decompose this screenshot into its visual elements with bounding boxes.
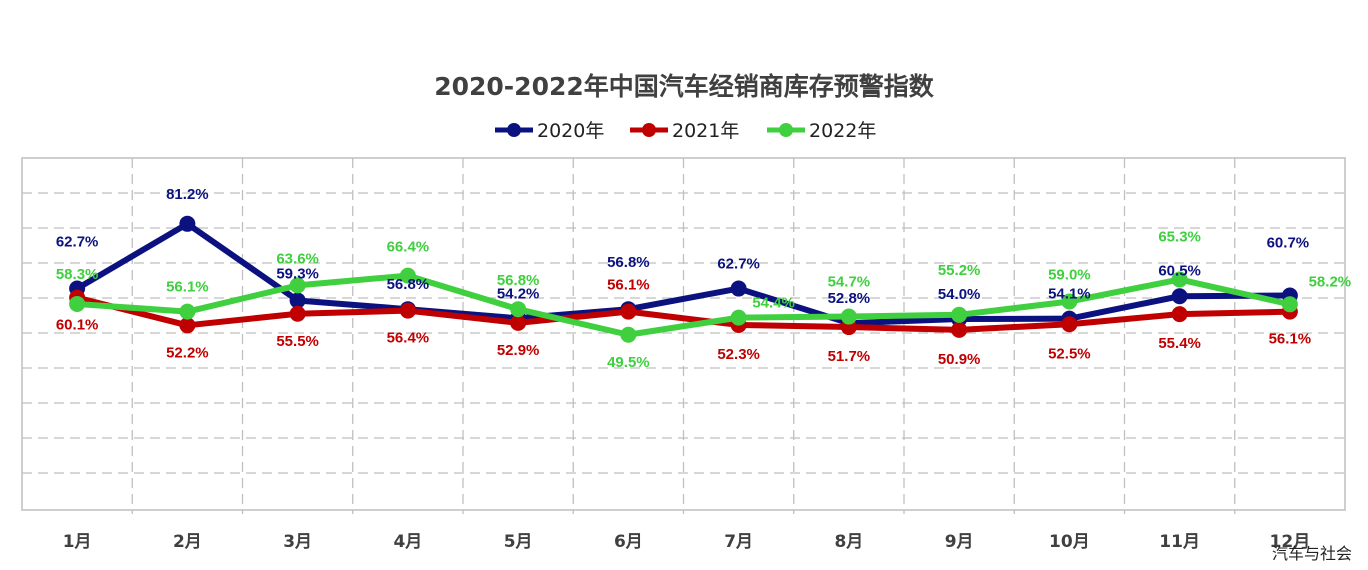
data-labels: 62.7%81.2%59.3%56.8%54.2%56.8% 62.7%52.8%… [56, 186, 1351, 371]
legend-marker-2 [779, 123, 793, 137]
legend-marker-0 [507, 123, 521, 137]
data-label-1: 52.3% [717, 346, 760, 363]
data-label-1: 52.5% [1048, 345, 1091, 362]
data-point-2 [179, 303, 196, 320]
grid [21, 157, 1346, 514]
data-point-0 [179, 215, 196, 232]
data-label-0: 59.3% [276, 265, 319, 282]
data-label-1: 52.9% [497, 342, 540, 359]
data-label-2: 54.4% [752, 295, 795, 312]
x-tick-label: 7月 [724, 532, 753, 552]
data-point-2 [1061, 293, 1078, 310]
data-label-2: 59.0% [1048, 267, 1091, 284]
data-label-1: 56.4% [387, 330, 430, 347]
legend: 2020年 2021年 2022年 [495, 120, 876, 142]
data-label-0: 62.7% [56, 234, 99, 251]
data-label-2: 58.3% [56, 266, 99, 283]
data-point-2 [510, 301, 527, 318]
data-point-2 [951, 306, 968, 323]
x-tick-label: 2月 [173, 532, 202, 552]
data-point-2 [1281, 296, 1298, 313]
data-point-1 [179, 317, 196, 334]
data-label-0: 62.7% [717, 256, 760, 273]
data-label-2: 63.6% [276, 250, 319, 267]
data-point-1 [1061, 316, 1078, 333]
data-label-1: 56.1% [1269, 331, 1312, 348]
legend-label-1: 2021年 [672, 120, 739, 142]
x-tick-label: 10月 [1049, 532, 1090, 552]
data-label-2: 56.8% [497, 272, 540, 289]
x-tick-label: 12月 [1270, 532, 1311, 552]
data-label-1: 52.2% [166, 344, 209, 361]
series-group [69, 215, 1298, 343]
data-label-2: 49.5% [607, 354, 650, 371]
x-tick-label: 9月 [945, 532, 974, 552]
data-label-2: 56.1% [166, 279, 209, 296]
data-point-1 [951, 321, 968, 338]
data-label-1: 60.1% [56, 317, 99, 334]
data-label-2: 55.2% [938, 262, 981, 279]
chart-title: 2020-2022年中国汽车经销商库存预警指数 [434, 72, 935, 101]
data-label-0: 56.8% [607, 254, 650, 271]
data-point-2 [289, 277, 306, 294]
x-tick-label: 6月 [614, 532, 643, 552]
data-label-2: 65.3% [1158, 228, 1201, 245]
data-label-0: 81.2% [166, 186, 209, 203]
data-label-0: 54.2% [497, 285, 540, 302]
x-tick-label: 11月 [1159, 532, 1200, 552]
data-point-2 [399, 267, 416, 284]
data-point-2 [730, 309, 747, 326]
data-label-0: 60.7% [1267, 235, 1310, 252]
data-label-0: 54.0% [938, 286, 981, 303]
data-point-1 [620, 303, 637, 320]
x-tick-label: 8月 [834, 532, 863, 552]
data-label-0: 56.8% [387, 276, 430, 293]
data-label-2: 66.4% [387, 239, 430, 256]
legend-label-2: 2022年 [809, 120, 876, 142]
x-tick-label: 4月 [393, 532, 422, 552]
data-label-1: 56.1% [607, 277, 650, 294]
legend-marker-1 [642, 123, 656, 137]
data-label-0: 60.5% [1158, 262, 1201, 279]
data-point-2 [620, 326, 637, 343]
data-point-2 [69, 295, 86, 312]
data-point-2 [840, 308, 857, 325]
data-point-2 [1171, 271, 1188, 288]
x-axis-ticks: 1月 2月 3月 4月 5月 6月 7月 8月 9月 10月 11月 12月 [63, 532, 1311, 552]
data-label-1: 50.9% [938, 351, 981, 368]
x-tick-label: 1月 [63, 532, 92, 552]
data-label-0: 54.1% [1048, 286, 1091, 303]
data-point-0 [730, 280, 747, 297]
data-point-1 [1171, 306, 1188, 323]
data-label-2: 58.2% [1309, 273, 1352, 290]
x-tick-label: 3月 [283, 532, 312, 552]
data-point-1 [399, 302, 416, 319]
series-line-1 [76, 294, 1290, 333]
watermark: 汽车与社会 [1271, 544, 1352, 563]
data-point-0 [289, 292, 306, 309]
data-label-1: 55.4% [1158, 335, 1201, 352]
legend-label-0: 2020年 [537, 120, 604, 142]
data-label-1: 51.7% [828, 348, 871, 365]
data-label-2: 54.7% [828, 274, 871, 291]
data-point-1 [289, 305, 306, 322]
data-point-0 [1171, 288, 1188, 305]
data-point-1 [510, 314, 527, 331]
series-line-2 [76, 272, 1291, 338]
data-label-1: 55.5% [276, 333, 319, 350]
data-label-0: 52.8% [828, 290, 871, 307]
x-tick-label: 5月 [504, 532, 533, 552]
